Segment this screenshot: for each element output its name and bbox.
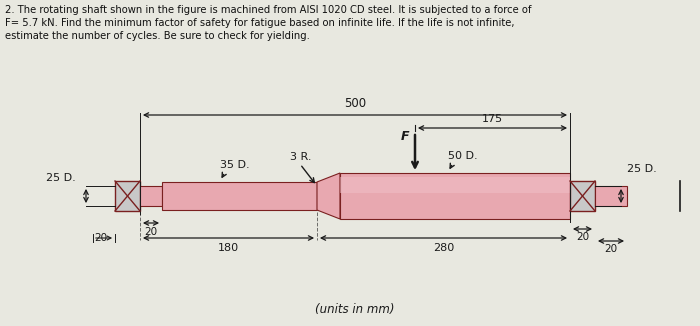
Bar xyxy=(162,182,317,210)
Bar xyxy=(340,177,570,193)
Text: 20: 20 xyxy=(576,232,589,242)
Text: 20: 20 xyxy=(144,227,158,237)
Text: 35 D.: 35 D. xyxy=(220,160,250,170)
Text: (units in mm): (units in mm) xyxy=(315,304,395,317)
Text: 25 D.: 25 D. xyxy=(46,173,76,183)
Text: 20: 20 xyxy=(94,233,107,243)
Text: estimate the number of cycles. Be sure to check for yielding.: estimate the number of cycles. Be sure t… xyxy=(5,31,310,41)
Text: 20: 20 xyxy=(604,244,617,254)
Text: 180: 180 xyxy=(218,243,239,253)
Bar xyxy=(595,186,627,206)
Text: 2. The rotating shaft shown in the figure is machined from AISI 1020 CD steel. I: 2. The rotating shaft shown in the figur… xyxy=(5,5,531,15)
Text: 50 D.: 50 D. xyxy=(448,151,477,161)
Text: 3 R.: 3 R. xyxy=(290,152,312,162)
Polygon shape xyxy=(317,173,340,219)
Text: 175: 175 xyxy=(482,114,503,124)
Text: F: F xyxy=(400,130,409,143)
Bar xyxy=(570,181,595,211)
Text: F= 5.7 kN. Find the minimum factor of safety for fatigue based on infinite life.: F= 5.7 kN. Find the minimum factor of sa… xyxy=(5,18,514,28)
Bar xyxy=(140,186,162,206)
Bar xyxy=(340,173,570,219)
Text: 25 D.: 25 D. xyxy=(627,164,657,174)
Text: 280: 280 xyxy=(433,243,454,253)
Bar xyxy=(115,181,140,211)
Text: 500: 500 xyxy=(344,97,366,110)
